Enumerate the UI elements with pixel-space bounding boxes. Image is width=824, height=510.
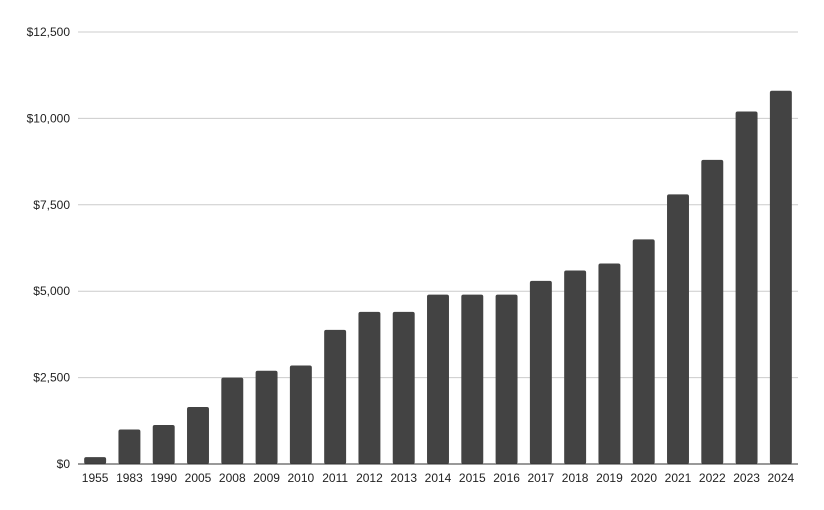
x-tick-label: 1990 (150, 471, 177, 485)
x-tick-label: 2016 (493, 471, 520, 485)
bar-2008 (221, 377, 244, 464)
bar-2013 (392, 311, 415, 464)
bar-2009 (255, 370, 278, 464)
x-tick-label: 2013 (390, 471, 417, 485)
bar-2005 (187, 406, 209, 464)
bar-2024 (769, 90, 792, 464)
x-tick-label: 2012 (356, 471, 383, 485)
x-tick-label: 2023 (733, 471, 760, 485)
bar-2022 (701, 159, 724, 464)
bar-2015 (461, 294, 484, 464)
bar-2020 (632, 239, 655, 464)
bar-2014 (427, 294, 449, 464)
x-axis-tick-labels: 1955 1983 1990 2005 2008 2009 2010 2011 2012 2013… (82, 471, 795, 485)
bar-2016 (495, 294, 518, 464)
y-tick-label: $12,500 (27, 25, 71, 39)
x-tick-label: 2010 (288, 471, 315, 485)
bar-1983 (118, 429, 141, 464)
y-tick-label: $10,000 (27, 111, 71, 125)
bar-2023 (735, 111, 758, 464)
bar-2018 (564, 270, 587, 464)
x-tick-label: 2019 (596, 471, 623, 485)
bars (84, 90, 792, 464)
y-tick-label: $2,500 (33, 371, 70, 385)
bar-2011 (324, 329, 347, 464)
bar-1955 (84, 457, 107, 464)
x-tick-label: 2009 (253, 471, 280, 485)
x-tick-label: 2005 (185, 471, 212, 485)
x-tick-label: 2014 (425, 471, 452, 485)
x-tick-label: 2021 (665, 471, 692, 485)
bar-2010 (289, 365, 312, 464)
bar-2012 (358, 311, 381, 464)
x-tick-label: 2022 (699, 471, 726, 485)
bar-2019 (598, 263, 621, 464)
y-axis-tick-labels: $0 $2,500 $5,000 $7,500 $10,000 $12,500 (27, 25, 71, 471)
x-tick-label: 1983 (116, 471, 143, 485)
bar-2017 (529, 280, 552, 464)
x-tick-label: 2024 (768, 471, 795, 485)
bar-1990 (152, 424, 175, 464)
x-tick-label: 2015 (459, 471, 486, 485)
y-tick-label: $0 (57, 457, 71, 471)
y-tick-label: $7,500 (33, 198, 70, 212)
x-tick-label: 2020 (630, 471, 657, 485)
bar-2021 (667, 194, 689, 464)
y-tick-label: $5,000 (33, 284, 70, 298)
x-tick-label: 2008 (219, 471, 246, 485)
x-tick-label: 2011 (322, 471, 348, 485)
x-tick-label: 1955 (82, 471, 109, 485)
x-tick-label: 2017 (528, 471, 555, 485)
x-tick-label: 2018 (562, 471, 589, 485)
